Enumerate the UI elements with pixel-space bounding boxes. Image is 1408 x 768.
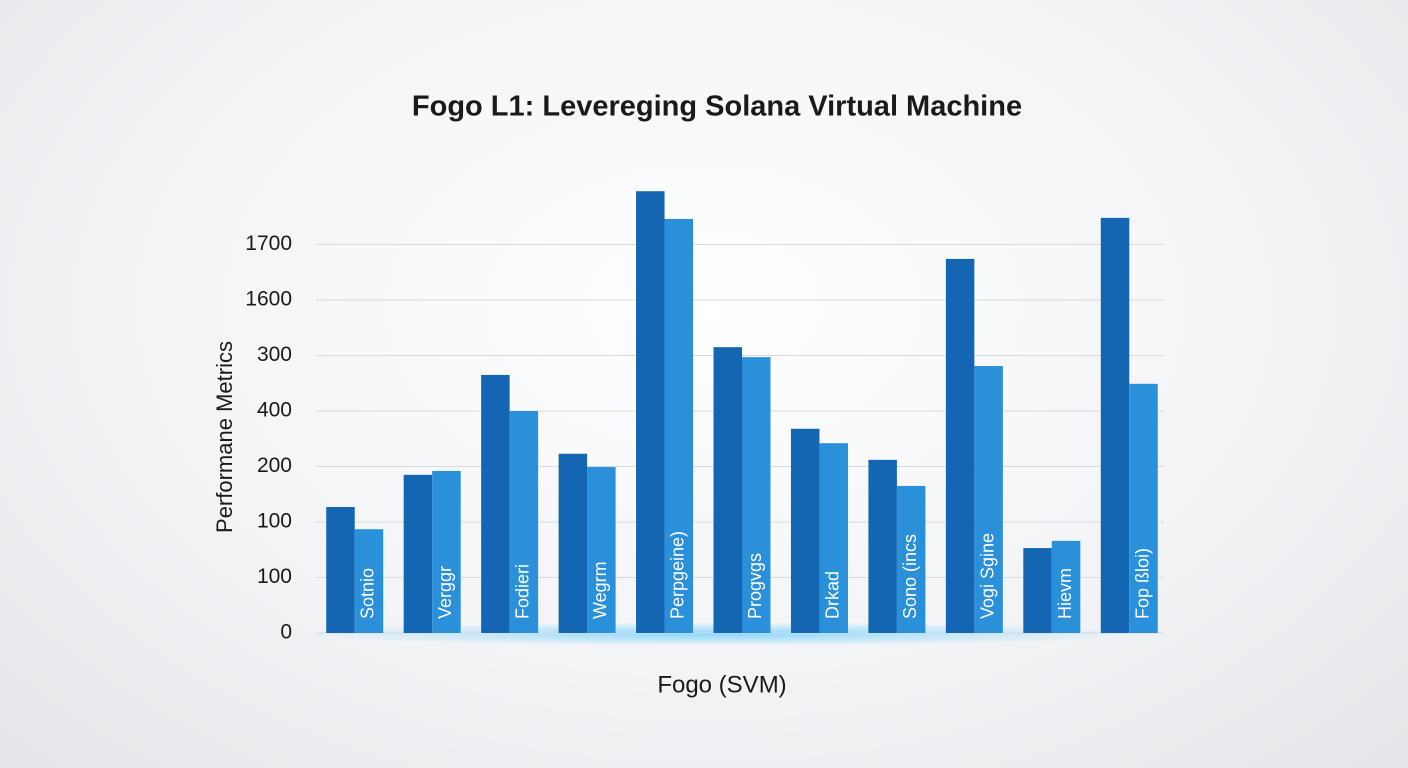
bar: [509, 411, 539, 633]
y-tick-label: 0: [280, 621, 292, 644]
bar: [1129, 383, 1158, 633]
y-axis-label: Performane Metrics: [212, 341, 237, 533]
bar: [1051, 540, 1081, 633]
bars: Sotnio Verggr Fodieri Wegrm Perpgeine) Progvg…: [326, 191, 1158, 634]
bar: [432, 470, 461, 633]
bar: [713, 347, 742, 633]
category-label: Wegrm: [590, 561, 610, 619]
bar: [558, 453, 588, 633]
bar: [1100, 217, 1130, 634]
bar: [974, 366, 1003, 633]
category-label: Verggr: [435, 566, 455, 619]
bar: [790, 428, 820, 633]
y-tick-label: 200: [257, 454, 292, 477]
bar: [354, 529, 384, 633]
chart-title: Fogo L1: Levereging Solana Virtual Machi…: [412, 91, 1022, 123]
bar: [481, 374, 510, 633]
y-tick-label: 100: [257, 565, 292, 588]
y-tick-label: 1700: [245, 232, 292, 255]
x-axis-label: Fogo (SVM): [657, 671, 786, 698]
bar: [326, 507, 355, 633]
bar: [587, 467, 616, 633]
bar: [403, 474, 433, 633]
y-tick-label: 100: [257, 510, 292, 533]
y-tick-label: 1600: [245, 288, 292, 311]
category-label: Drkad: [822, 571, 842, 619]
bar: [868, 459, 897, 633]
category-label: Progvgs: [745, 553, 765, 619]
bar: [636, 191, 665, 633]
category-label: Sono (incs: [900, 534, 920, 619]
bar: [819, 443, 848, 633]
bar: [896, 485, 926, 633]
y-tick-label: 300: [257, 343, 292, 366]
category-label: Fodieri: [513, 564, 533, 619]
bar: [1023, 548, 1052, 633]
bar: [742, 357, 771, 633]
category-label: Perpgeine): [668, 531, 688, 619]
category-label: Fop ßloi): [1132, 548, 1152, 619]
category-label: Vogi Sgine: [977, 533, 997, 619]
bar: [664, 218, 694, 633]
category-label: Hievm: [1055, 568, 1075, 619]
category-label: Sotnio: [358, 568, 378, 619]
y-tick-label: 400: [257, 399, 292, 422]
bar: [945, 258, 975, 633]
